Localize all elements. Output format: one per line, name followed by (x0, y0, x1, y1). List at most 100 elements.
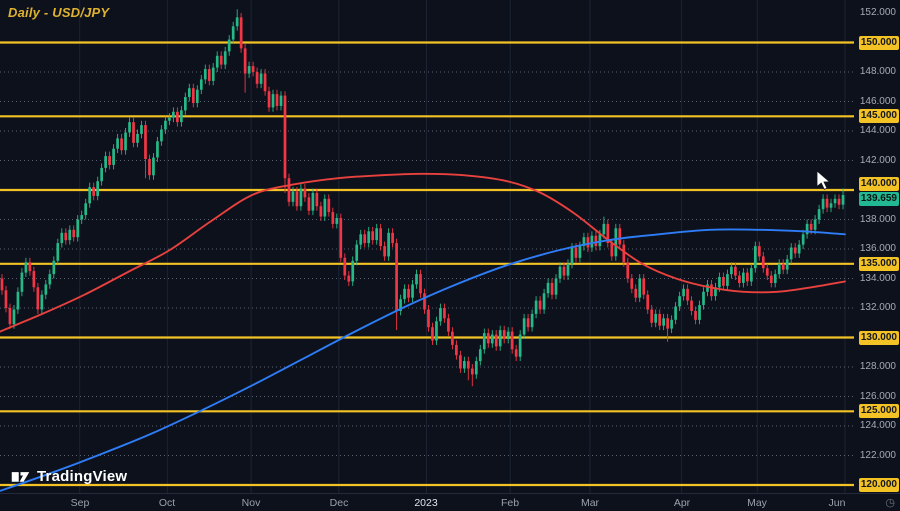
candle-body (474, 361, 478, 375)
candle-body (343, 257, 347, 276)
candle-body (726, 274, 729, 286)
chart-title: Daily - USD/JPY (8, 5, 110, 20)
candle-body (335, 218, 339, 224)
candle-body (215, 55, 219, 68)
candle-body (702, 291, 705, 306)
candle-body (435, 321, 438, 341)
candle-body (753, 246, 757, 269)
candle-body (781, 263, 785, 270)
candle-body (486, 333, 490, 344)
candle-body (582, 237, 586, 247)
month-gridlines (79, 0, 846, 493)
candle-body (654, 313, 658, 323)
candle-body (825, 198, 829, 208)
price-tick-label: 134.000 (859, 273, 896, 284)
candle-body (566, 263, 570, 276)
candle-body (152, 157, 155, 176)
candle-body (610, 243, 614, 257)
price-axis[interactable]: 152.000 150.000 148.000 146.000 145.000 144.0… (854, 0, 900, 493)
candle-body (765, 268, 769, 276)
price-tick-label: 152.000 (859, 7, 896, 18)
price-tick-label: 136.000 (859, 243, 896, 254)
candle-body (275, 94, 279, 106)
candle-body (104, 156, 107, 168)
candle-body (411, 284, 414, 298)
candle-body (801, 234, 805, 245)
candle-body (427, 309, 430, 328)
price-tick-label: 128.000 (859, 361, 896, 372)
candle-body (251, 66, 255, 72)
candle-body (172, 111, 175, 118)
candle-body (718, 277, 721, 288)
candle-body (203, 69, 207, 80)
candle-body (494, 334, 498, 347)
candle-body (255, 72, 259, 84)
price-level-label: 145.000 (858, 109, 899, 123)
candle-body (578, 246, 582, 258)
candle-body (395, 243, 398, 311)
candle-body (829, 203, 833, 208)
price-tick-label: 126.000 (859, 391, 896, 402)
tradingview-mark-icon (11, 472, 30, 482)
clock-icon[interactable]: ◷ (885, 497, 895, 509)
candle-body (562, 266, 566, 276)
candle-body (271, 94, 275, 108)
candle-body (554, 278, 558, 295)
price-tick-label: 148.000 (859, 66, 896, 77)
candle-body (191, 88, 195, 103)
cursor-icon (816, 170, 831, 190)
candle-body (100, 167, 103, 182)
candle-body (331, 212, 335, 224)
price-level-label: 140.000 (858, 177, 899, 191)
candle-body (646, 294, 650, 310)
candle-body (518, 334, 522, 357)
candle-body (793, 247, 797, 254)
candle-body (243, 48, 247, 74)
candle-body (550, 282, 554, 295)
candle-body (195, 89, 199, 103)
price-level-label: 125.000 (858, 404, 899, 418)
candle-body (383, 246, 386, 257)
tradingview-logo[interactable]: TradingView (10, 466, 127, 487)
candle-body (662, 318, 665, 326)
candle-body (478, 349, 482, 362)
candle-body (48, 274, 52, 285)
candle-body (546, 282, 550, 294)
price-level-label: 135.000 (858, 257, 899, 271)
candle-body (746, 272, 749, 282)
time-axis[interactable]: ◷ Sep Oct Nov Dec 2023 Feb Mar Apr May Jun (0, 493, 900, 511)
candle-body (128, 122, 131, 133)
last-price-label: 139.659 (858, 192, 899, 206)
price-tick-label: 138.000 (859, 214, 896, 225)
candle-body (431, 327, 434, 341)
candle-body (678, 296, 681, 307)
candle-body (156, 141, 159, 158)
candle-body (714, 287, 717, 297)
candle-body (769, 275, 773, 283)
candle-body (319, 206, 323, 217)
candle-body (187, 88, 191, 97)
candle-body (311, 192, 315, 211)
candle-body (359, 234, 363, 245)
candle-body (315, 192, 319, 207)
candle-body (761, 256, 765, 269)
candle-body (602, 223, 606, 235)
candle-body (470, 368, 474, 375)
candle-body (490, 334, 494, 344)
candle-body (423, 293, 426, 310)
price-level-label: 150.000 (858, 36, 899, 50)
candle-body (231, 26, 235, 40)
price-tick-label: 122.000 (859, 450, 896, 461)
candle-body (797, 244, 801, 254)
candle-body (12, 309, 16, 325)
candle-body (96, 181, 99, 196)
candle-body (722, 277, 725, 286)
time-axis-label-jun: Jun (828, 497, 846, 509)
candle-body (303, 188, 307, 198)
candle-body (60, 232, 64, 244)
price-tick-label: 132.000 (859, 302, 896, 313)
candle-body (817, 209, 821, 220)
candle-body (626, 262, 630, 279)
price-tick-label: 142.000 (859, 155, 896, 166)
